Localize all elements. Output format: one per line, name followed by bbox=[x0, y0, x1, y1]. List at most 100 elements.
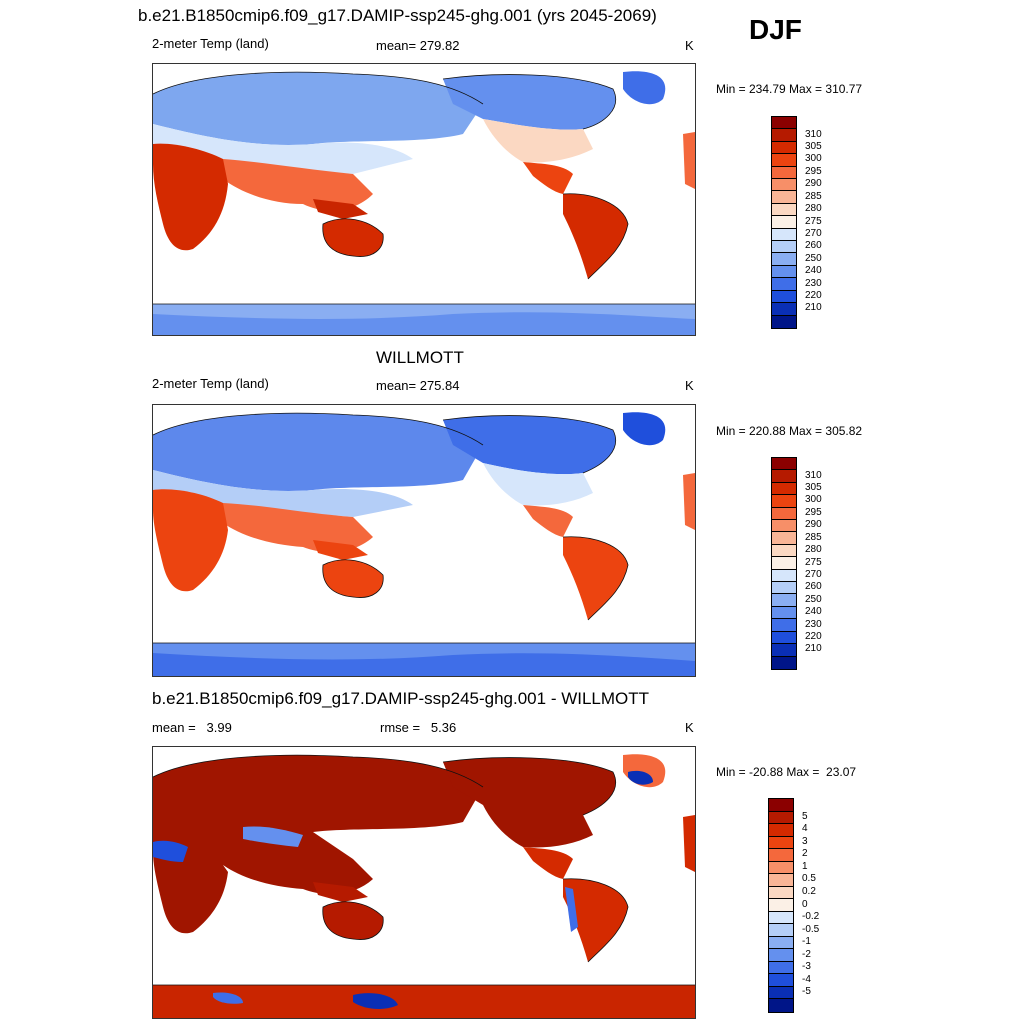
colorbar-swatch bbox=[772, 470, 796, 483]
panel1-colorbar bbox=[771, 116, 797, 329]
colorbar-label: 250 bbox=[805, 593, 822, 605]
south-america bbox=[563, 878, 628, 962]
panel2-variable-label: 2-meter Temp (land) bbox=[152, 376, 269, 391]
panel3-title: b.e21.B1850cmip6.f09_g17.DAMIP-ssp245-gh… bbox=[152, 689, 650, 708]
panel3-map bbox=[152, 746, 696, 1019]
colorbar-swatch bbox=[769, 911, 793, 925]
colorbar-swatch bbox=[769, 899, 793, 912]
antarctica-blue-2 bbox=[213, 992, 243, 1004]
panel2-map-svg bbox=[153, 412, 695, 676]
colorbar-label: 210 bbox=[805, 643, 822, 655]
colorbar-swatch bbox=[769, 849, 793, 862]
south-america bbox=[563, 193, 628, 279]
panel1-units: K bbox=[685, 38, 694, 53]
colorbar-swatch bbox=[772, 228, 796, 242]
greenland bbox=[623, 71, 666, 105]
panel2-mean-label: mean= 275.84 bbox=[376, 378, 460, 393]
coastlines bbox=[153, 754, 695, 986]
antarctica-band bbox=[153, 653, 695, 676]
colorbar-swatch bbox=[769, 974, 793, 987]
colorbar-swatch bbox=[769, 949, 793, 962]
colorbar-swatch bbox=[769, 799, 793, 812]
colorbar-swatch bbox=[772, 458, 796, 471]
colorbar-label: 295 bbox=[805, 165, 822, 177]
colorbar-swatch bbox=[772, 656, 796, 669]
indonesia bbox=[313, 882, 368, 902]
panel3-map-svg bbox=[153, 754, 695, 1018]
colorbar-swatch bbox=[769, 986, 793, 1000]
colorbar-label: -5 bbox=[802, 986, 811, 998]
colorbar-swatch bbox=[772, 129, 796, 142]
colorbar-swatch bbox=[772, 179, 796, 192]
australia bbox=[322, 218, 384, 257]
panel2-title: WILLMOTT bbox=[376, 348, 464, 367]
europe-right bbox=[683, 132, 695, 189]
colorbar-swatch bbox=[772, 582, 796, 595]
colorbar-label: 210 bbox=[805, 302, 822, 314]
eurasia-cold bbox=[153, 413, 483, 491]
tibet-blue bbox=[243, 826, 303, 847]
colorbar-label: 275 bbox=[805, 215, 822, 227]
colorbar-label: -0.5 bbox=[802, 923, 820, 935]
colorbar-label: 2 bbox=[802, 848, 808, 860]
colorbar-swatch bbox=[772, 315, 796, 328]
colorbar-label: 240 bbox=[805, 606, 822, 618]
north-america-mid bbox=[483, 463, 593, 506]
coastlines bbox=[153, 412, 695, 644]
colorbar-swatch bbox=[772, 544, 796, 558]
panel1-map bbox=[152, 63, 696, 336]
central-america bbox=[523, 847, 573, 879]
colorbar-swatch bbox=[772, 482, 796, 496]
indonesia bbox=[313, 540, 368, 560]
panel1-title: b.e21.B1850cmip6.f09_g17.DAMIP-ssp245-gh… bbox=[138, 6, 657, 25]
eurasia-cold bbox=[153, 72, 483, 145]
colorbar-label: 0.2 bbox=[802, 885, 816, 897]
colorbar-swatch bbox=[772, 619, 796, 632]
colorbar-swatch bbox=[772, 606, 796, 620]
colorbar-label: 285 bbox=[805, 190, 822, 202]
colorbar-label: 220 bbox=[805, 289, 822, 301]
colorbar-label: 240 bbox=[805, 265, 822, 277]
panel2-units: K bbox=[685, 378, 694, 393]
colorbar-swatch bbox=[772, 644, 796, 657]
colorbar-label: 0.5 bbox=[802, 873, 816, 885]
colorbar-swatch bbox=[772, 557, 796, 570]
eurasia-mid bbox=[153, 470, 413, 517]
panel2-colorbar bbox=[771, 457, 797, 670]
greenland-blue bbox=[628, 770, 653, 785]
colorbar-label: 280 bbox=[805, 544, 822, 556]
panel2-map bbox=[152, 404, 696, 677]
antarctica-blue bbox=[353, 993, 398, 1009]
colorbar-label: 260 bbox=[805, 581, 822, 593]
colorbar-swatch bbox=[772, 166, 796, 180]
panel3-mean-label: mean = 3.99 bbox=[152, 720, 232, 735]
asia-south bbox=[223, 503, 373, 553]
colorbar-swatch bbox=[772, 631, 796, 645]
australia bbox=[322, 559, 384, 598]
indonesia bbox=[313, 199, 368, 219]
colorbar-swatch bbox=[772, 303, 796, 316]
colorbar-label: 230 bbox=[805, 277, 822, 289]
colorbar-label: 310 bbox=[805, 128, 822, 140]
colorbar-swatch bbox=[769, 999, 793, 1012]
colorbar-swatch bbox=[772, 216, 796, 229]
eurasia-mid bbox=[153, 124, 413, 174]
colorbar-label: 0 bbox=[802, 898, 808, 910]
colorbar-swatch bbox=[769, 861, 793, 875]
colorbar-swatch bbox=[772, 154, 796, 167]
colorbar-label: 260 bbox=[805, 240, 822, 252]
europe-right bbox=[683, 473, 695, 530]
colorbar-label: 290 bbox=[805, 178, 822, 190]
panel3-rmse-label: rmse = 5.36 bbox=[380, 720, 457, 735]
andes-blue bbox=[565, 887, 578, 932]
colorbar-swatch bbox=[772, 141, 796, 155]
central-america bbox=[523, 162, 573, 194]
panel1-minmax: Min = 234.79 Max = 310.77 bbox=[716, 82, 863, 96]
panel3-minmax: Min = -20.88 Max = 23.07 bbox=[716, 765, 857, 779]
antarctica-band bbox=[153, 312, 695, 335]
colorbar-swatch bbox=[769, 886, 793, 900]
panel1-variable-label: 2-meter Temp (land) bbox=[152, 36, 269, 51]
colorbar-label: 220 bbox=[805, 630, 822, 642]
sahara-blue bbox=[153, 840, 188, 862]
colorbar-label: -3 bbox=[802, 961, 811, 973]
